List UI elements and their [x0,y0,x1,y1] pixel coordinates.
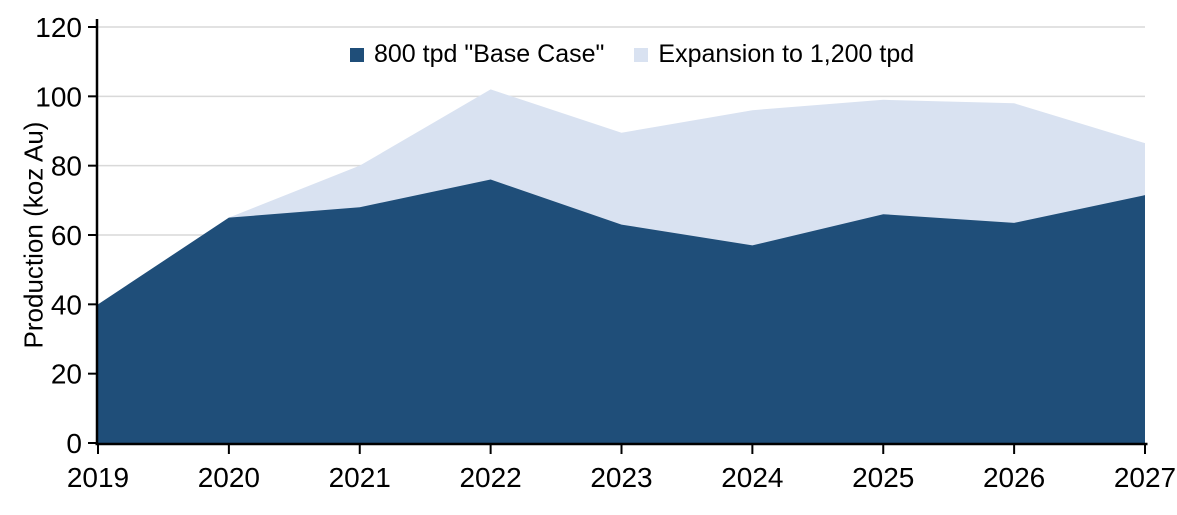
y-tick-label: 80 [51,151,82,182]
y-tick-label: 60 [51,220,82,251]
legend-label-expansion: Expansion to 1,200 tpd [658,40,915,68]
legend-item-base-case: 800 tpd "Base Case" [350,40,604,69]
x-tick-label: 2027 [1114,462,1176,493]
x-tick-label: 2026 [983,462,1045,493]
y-tick-label: 0 [66,428,82,459]
legend-item-expansion: Expansion to 1,200 tpd [634,40,914,69]
chart-legend: 800 tpd "Base Case" Expansion to 1,200 t… [350,40,914,69]
area-series-0 [98,179,1145,444]
y-axis-title: Production (koz Au) [18,121,49,349]
legend-label-base-case: 800 tpd "Base Case" [374,40,605,68]
y-tick-label: 100 [35,81,82,112]
y-tick-label: 40 [51,289,82,320]
x-tick-label: 2019 [67,462,129,493]
legend-swatch-expansion-icon [634,47,649,62]
legend-swatch-base-case-icon [350,47,364,62]
x-tick-label: 2025 [852,462,914,493]
x-tick-label: 2022 [459,462,521,493]
x-tick-label: 2021 [329,462,391,493]
x-tick-label: 2024 [721,462,783,493]
y-tick-label: 20 [51,359,82,390]
x-tick-label: 2023 [590,462,652,493]
y-tick-label: 120 [35,12,82,43]
x-tick-label: 2020 [198,462,260,493]
